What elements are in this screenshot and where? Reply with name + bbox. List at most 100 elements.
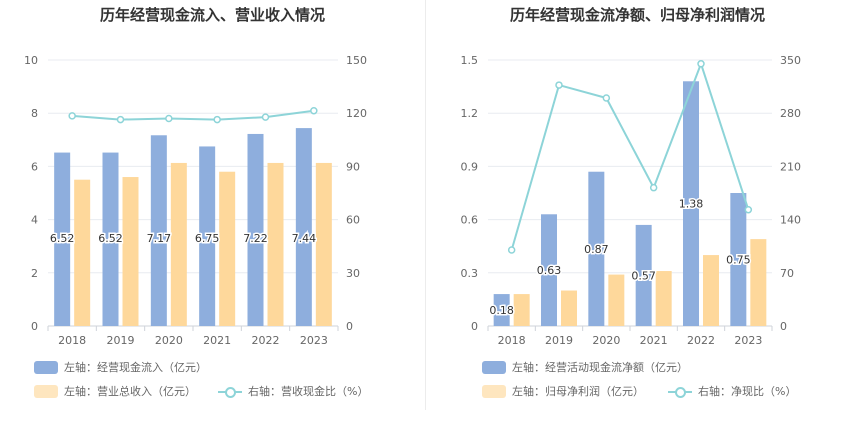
bar-secondary xyxy=(750,239,767,326)
legend-swatch xyxy=(34,360,58,374)
x-tick-label: 2023 xyxy=(300,334,328,347)
legend-item[interactable]: 左轴：经营活动现金流净额（亿元） xyxy=(482,359,688,375)
y-right-tick-label: 90 xyxy=(346,160,360,173)
y-right-tick-label: 350 xyxy=(780,54,801,67)
y-left-tick-label: 1.5 xyxy=(461,54,479,67)
ratio-point xyxy=(261,113,270,121)
legend-label: 右轴：净现比（%） xyxy=(698,385,797,398)
ratio-point xyxy=(507,246,516,254)
x-tick-label: 2022 xyxy=(252,334,280,347)
chart-svg: 0 2 4 6 8 10 0 30 60 90 120 150 2018 2019 2020 2021 2022… xyxy=(24,54,367,347)
legend-label: 左轴：经营活动现金流净额（亿元） xyxy=(512,361,688,374)
legend-item[interactable]: 左轴：经营现金流入（亿元） xyxy=(34,359,207,375)
y-left-tick-label: 0.6 xyxy=(461,214,479,227)
ratio-line xyxy=(510,60,750,251)
ratio-line xyxy=(72,109,314,121)
legend-item[interactable]: 右轴：净现比（%） xyxy=(668,383,796,399)
bar-data-label: 6.75 xyxy=(195,232,220,245)
bar-primary xyxy=(683,81,699,326)
bar-primary xyxy=(635,224,652,326)
bar-primary xyxy=(102,152,119,326)
y-left-tick-label: 0.9 xyxy=(461,160,479,173)
y-left-tick-label: 8 xyxy=(31,107,38,120)
legend-label: 左轴：归母净利润（亿元） xyxy=(512,385,644,398)
ratio-point xyxy=(697,60,705,68)
bar-secondary xyxy=(703,255,719,326)
x-tick-label: 2018 xyxy=(58,334,86,347)
bar-primary xyxy=(247,133,264,326)
bar-data-label: 6.52 xyxy=(98,232,123,245)
bar-primary xyxy=(541,214,557,326)
legend-swatch xyxy=(34,384,58,398)
bar-primary xyxy=(730,193,747,326)
x-tick-label: 2019 xyxy=(107,334,135,347)
bar-secondary xyxy=(315,162,332,326)
legend-label: 左轴：营业总收入（亿元） xyxy=(64,385,196,398)
y-right-tick-label: 30 xyxy=(346,267,360,280)
panel-divider xyxy=(425,0,426,410)
legend-swatch-line xyxy=(218,385,242,398)
y-left-tick-label: 0.3 xyxy=(461,267,479,280)
ratio-point xyxy=(68,112,76,120)
legend-swatch-line xyxy=(668,385,692,398)
chart-svg: 0 0.3 0.6 0.9 1.2 1.5 0 70 140 210 280 350 2018 2019 2… xyxy=(461,54,802,347)
y-right-tick-label: 140 xyxy=(780,214,801,227)
ratio-point xyxy=(602,94,611,102)
bar-secondary xyxy=(170,162,187,326)
bar-primary xyxy=(295,128,312,326)
ratio-point xyxy=(310,106,318,115)
chart-panel-net-cash: 历年经营现金流净额、归母净利润情况 0 0.3 0.6 0.9 1.2 1.5 0 70 140… xyxy=(425,0,850,437)
bar-data-label: 7.17 xyxy=(147,232,172,245)
legend-label: 左轴：经营现金流入（亿元） xyxy=(64,361,207,374)
y-right-tick-label: 0 xyxy=(346,320,353,333)
legend-swatch xyxy=(482,384,506,398)
ratio-point xyxy=(744,205,753,214)
legend-item[interactable]: 右轴：营收现金比（%） xyxy=(218,383,368,399)
y-left-tick-label: 4 xyxy=(31,214,38,227)
bar-primary xyxy=(150,135,167,326)
bar-primary xyxy=(54,152,71,326)
legend-label: 右轴：营收现金比（%） xyxy=(248,385,369,398)
ratio-point xyxy=(165,114,173,123)
bar-secondary xyxy=(74,179,91,326)
bar-secondary xyxy=(655,271,672,326)
x-tick-label: 2022 xyxy=(687,334,715,347)
legend-item[interactable]: 左轴：归母净利润（亿元） xyxy=(482,383,644,399)
legend-swatch xyxy=(482,360,506,374)
bar-primary xyxy=(493,294,510,326)
y-right-tick-label: 280 xyxy=(780,107,801,120)
chart-title: 历年经营现金流入、营业收入情况 xyxy=(99,6,325,24)
y-left-tick-label: 2 xyxy=(31,267,38,280)
x-tick-label: 2020 xyxy=(155,334,183,347)
y-left-tick-label: 0 xyxy=(471,320,478,333)
ratio-point xyxy=(555,81,563,89)
chart-panel-cash-inflow: 历年经营现金流入、营业收入情况 0 2 4 6 8 10 0 30 60 90 120 150 2018… xyxy=(24,6,368,399)
bar-data-label: 0.75 xyxy=(726,254,751,267)
x-tick-label: 2021 xyxy=(640,334,668,347)
ratio-point xyxy=(213,115,221,124)
bar-primary xyxy=(199,146,216,326)
bar-data-label: 0.18 xyxy=(489,304,514,317)
y-right-tick-label: 120 xyxy=(346,107,367,120)
bar-secondary xyxy=(608,274,625,326)
bar-secondary xyxy=(219,171,236,326)
bar-data-label: 0.87 xyxy=(584,243,609,256)
x-tick-label: 2021 xyxy=(203,334,231,347)
bar-data-label: 7.44 xyxy=(292,232,317,245)
x-tick-label: 2018 xyxy=(498,334,526,347)
y-right-tick-label: 60 xyxy=(346,214,360,227)
bar-data-label: 0.63 xyxy=(537,264,562,277)
bar-secondary xyxy=(122,177,139,326)
bar-data-label: 0.57 xyxy=(631,269,656,282)
bar-primary xyxy=(588,171,605,326)
bar-data-label: 1.38 xyxy=(679,198,704,211)
y-right-tick-label: 150 xyxy=(346,54,367,67)
ratio-point xyxy=(116,115,125,124)
y-right-tick-label: 70 xyxy=(780,267,794,280)
bar-secondary xyxy=(561,290,577,326)
y-right-tick-label: 0 xyxy=(780,320,787,333)
legend-item[interactable]: 左轴：营业总收入（亿元） xyxy=(34,383,196,399)
y-left-tick-label: 0 xyxy=(31,320,38,333)
bar-data-label: 6.52 xyxy=(50,232,75,245)
y-left-tick-label: 1.2 xyxy=(461,107,479,120)
